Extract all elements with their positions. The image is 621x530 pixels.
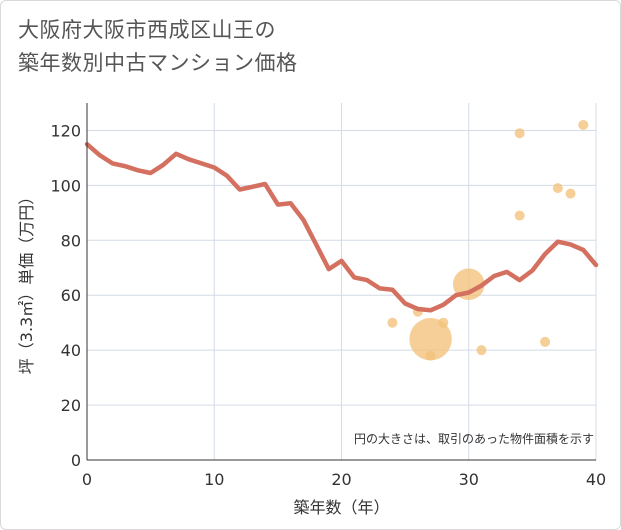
scatter-point xyxy=(552,183,563,194)
scatter-point xyxy=(425,350,436,361)
scatter-point xyxy=(578,119,589,130)
y-tick-label: 20 xyxy=(61,396,81,415)
y-tick-label: 60 xyxy=(61,286,81,305)
scatter-point xyxy=(387,317,398,328)
x-axis-label: 築年数（年） xyxy=(293,498,389,517)
y-tick-label: 100 xyxy=(50,176,81,195)
scatter-point xyxy=(540,336,551,347)
scatter-point xyxy=(438,317,449,328)
axes xyxy=(86,103,596,461)
y-tick-label: 80 xyxy=(61,231,81,250)
price-line xyxy=(84,141,599,313)
x-tick-label: 20 xyxy=(331,470,351,489)
x-tick-label: 10 xyxy=(204,470,224,489)
chart-title: 大阪府大阪市西成区山王の 築年数別中古マンション価格 xyxy=(18,14,298,80)
chart-title-line2: 築年数別中古マンション価格 xyxy=(18,51,298,75)
x-tick-label: 0 xyxy=(82,470,92,489)
y-tick-label: 40 xyxy=(61,341,81,360)
price-line-group xyxy=(84,141,599,313)
scatter-point xyxy=(565,188,576,199)
x-tick-label: 40 xyxy=(586,470,606,489)
scatter-point xyxy=(409,317,452,361)
scatter-point xyxy=(514,210,525,221)
x-tick-label: 30 xyxy=(459,470,479,489)
chart-title-line1: 大阪府大阪市西成区山王の xyxy=(18,18,276,42)
y-axis-label: 坪（3.3㎡）単価（万円） xyxy=(17,189,36,374)
scatter-point xyxy=(476,345,487,356)
scatter-point xyxy=(514,128,525,139)
tick-labels: 0 20 40 60 80 100 120 0 10 20 30 40 xyxy=(50,121,606,489)
bubble-size-note: 円の大きさは、取引のあった物件面積を示す xyxy=(354,431,594,446)
y-tick-label: 0 xyxy=(71,451,81,470)
y-tick-label: 120 xyxy=(50,121,81,140)
